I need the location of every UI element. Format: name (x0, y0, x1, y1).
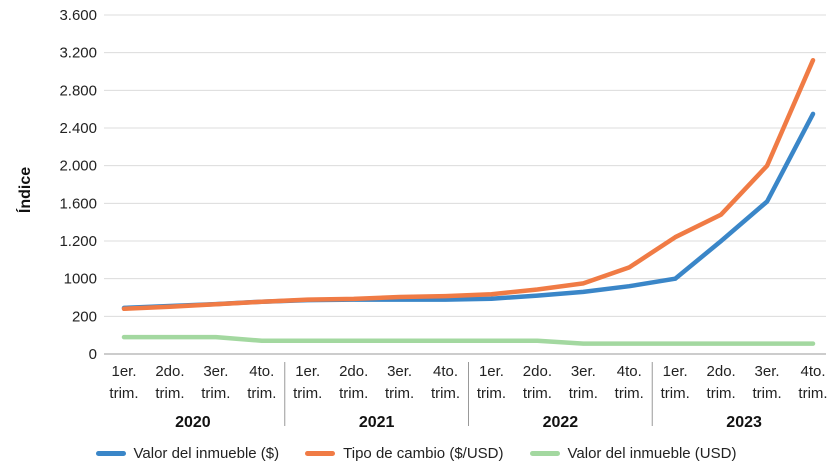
x-tick-label: 3er. (755, 363, 780, 380)
y-tick-label: 200 (72, 308, 97, 325)
x-tick-label: trim. (431, 385, 460, 402)
legend-label: Tipo de cambio ($/USD) (343, 444, 504, 462)
year-separators (284, 362, 653, 426)
y-tick-label: 2.000 (59, 158, 97, 175)
x-tick-label: 1er. (479, 363, 504, 380)
x-tick-label: 1er. (663, 363, 688, 380)
x-tick-label: trim. (615, 385, 644, 402)
legend: Valor del inmueble ($) Tipo de cambio ($… (0, 441, 832, 465)
year-label: 2021 (359, 414, 395, 431)
x-tick-label: trim. (385, 385, 414, 402)
legend-item-valor-pesos: Valor del inmueble ($) (95, 444, 280, 462)
gridlines (104, 14, 826, 355)
y-tick-label: 0 (89, 346, 97, 363)
y-tick-label: 3.200 (59, 45, 97, 62)
y-tick-label: 1.200 (59, 233, 97, 250)
x-tick-label: 4to. (249, 363, 274, 380)
x-tick-label: trim. (201, 385, 230, 402)
series-line-3 (121, 334, 816, 346)
x-tick-label: trim. (569, 385, 598, 402)
x-tick-label: trim. (661, 385, 690, 402)
y-tick-label: 1000 (64, 271, 97, 288)
x-tick-label: trim. (293, 385, 322, 402)
x-tick-label: 4to. (433, 363, 458, 380)
y-axis-title: Índice (15, 167, 34, 213)
x-tick-label: trim. (523, 385, 552, 402)
line-chart: 0 200 1000 1.200 1.600 2.000 2.400 2.800 3.200 3.… (15, 7, 828, 431)
series-line-2 (121, 57, 816, 312)
legend-item-valor-usd: Valor del inmueble (USD) (529, 444, 737, 462)
x-tick-label: trim. (339, 385, 368, 402)
y-tick-label: 2.800 (59, 82, 97, 99)
x-tick-label: trim. (707, 385, 736, 402)
y-tick-label: 3.600 (59, 7, 97, 24)
legend-label: Valor del inmueble ($) (133, 444, 280, 462)
x-tick-label: trim. (155, 385, 184, 402)
series-lines (121, 57, 816, 346)
x-tick-label: 2do. (339, 363, 368, 380)
x-tick-label: 4to. (617, 363, 642, 380)
x-tick-label: 1er. (111, 363, 136, 380)
year-labels: 2020 2021 2022 2023 (175, 414, 762, 431)
legend-label: Valor del inmueble (USD) (567, 444, 737, 462)
x-tick-label: 3er. (387, 363, 412, 380)
y-tick-labels: 0 200 1000 1.200 1.600 2.000 2.400 2.800 3.200 3.… (59, 7, 97, 363)
x-tick-label: 4to. (800, 363, 825, 380)
x-tick-label: trim. (798, 385, 827, 402)
x-tick-label: 2do. (523, 363, 552, 380)
year-label: 2020 (175, 414, 211, 431)
year-label: 2023 (726, 414, 762, 431)
y-tick-label: 2.400 (59, 120, 97, 137)
x-tick-label: 1er. (295, 363, 320, 380)
x-tick-label: 3er. (571, 363, 596, 380)
legend-swatch (95, 450, 126, 456)
x-tick-label: trim. (477, 385, 506, 402)
x-tick-label: trim. (247, 385, 276, 402)
x-tick-label: 2do. (707, 363, 736, 380)
year-label: 2022 (543, 414, 579, 431)
legend-item-tipo-cambio: Tipo de cambio ($/USD) (305, 444, 504, 462)
x-tick-label: 3er. (203, 363, 228, 380)
x-tick-label: trim. (109, 385, 138, 402)
y-tick-label: 1.600 (59, 195, 97, 212)
x-tick-labels: 1er. trim. 2do. trim. 3er. trim. 4to. trim. 1er.… (109, 363, 827, 402)
legend-swatch (305, 450, 336, 456)
x-tick-label: trim. (752, 385, 781, 402)
x-tick-label: 2do. (155, 363, 184, 380)
legend-swatch (529, 450, 560, 456)
